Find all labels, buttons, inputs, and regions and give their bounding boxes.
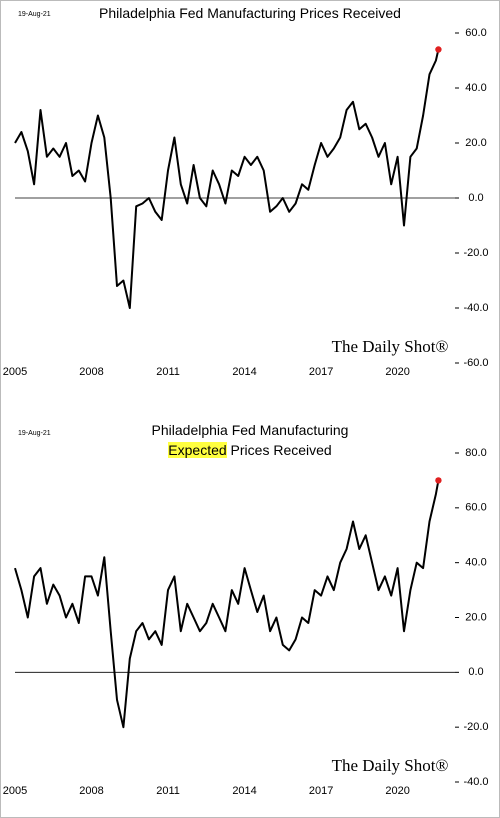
y-tick-label: -20.0 [463, 247, 488, 259]
y-tick-label: 40.0 [465, 82, 486, 94]
x-tick-label: 2014 [232, 366, 256, 378]
line [14, 480, 440, 729]
line [14, 49, 440, 309]
x-tick-label: 2014 [232, 785, 256, 797]
y-tick-label: -60.0 [463, 357, 488, 369]
y-tick-label: -40.0 [463, 302, 488, 314]
chart-title: Philadelphia Fed Manufacturing [151, 422, 349, 438]
subtitle-rest: Prices Received [230, 442, 332, 458]
chart-title: Philadelphia Fed Manufacturing Prices Re… [99, 5, 401, 21]
y-tick-label: 80.0 [465, 447, 486, 459]
highlight: Expected [168, 442, 227, 458]
x-tick-label: 2008 [79, 366, 103, 378]
last-point [435, 477, 442, 484]
watermark: The Daily Shot® [332, 337, 449, 356]
y-tick-label: 20.0 [465, 611, 486, 623]
date-label: 19-Aug-21 [18, 11, 51, 18]
x-tick-label: 2005 [3, 785, 27, 797]
chart-subtitle: Expected Prices Received [0, 441, 500, 459]
date-label: 19-Aug-21 [18, 430, 51, 437]
x-tick-label: 2020 [385, 785, 409, 797]
x-tick-label: 2017 [309, 785, 333, 797]
watermark: The Daily Shot® [332, 756, 449, 775]
x-tick-label: 2017 [309, 366, 333, 378]
y-tick-label: -40.0 [463, 776, 488, 788]
y-tick-label: 60.0 [465, 502, 486, 514]
y-tick-label: 60.0 [465, 27, 486, 39]
x-tick-label: 2020 [385, 366, 409, 378]
x-tick-label: 2011 [156, 785, 180, 797]
y-tick-label: 40.0 [465, 557, 486, 569]
x-tick-label: 2005 [3, 366, 27, 378]
x-tick-label: 2008 [79, 785, 103, 797]
y-tick-label: 20.0 [465, 137, 486, 149]
y-tick-label: 0.0 [468, 666, 483, 678]
last-point [435, 46, 442, 53]
y-tick-label: 0.0 [468, 192, 483, 204]
x-tick-label: 2011 [156, 366, 180, 378]
y-tick-label: -20.0 [463, 721, 488, 733]
